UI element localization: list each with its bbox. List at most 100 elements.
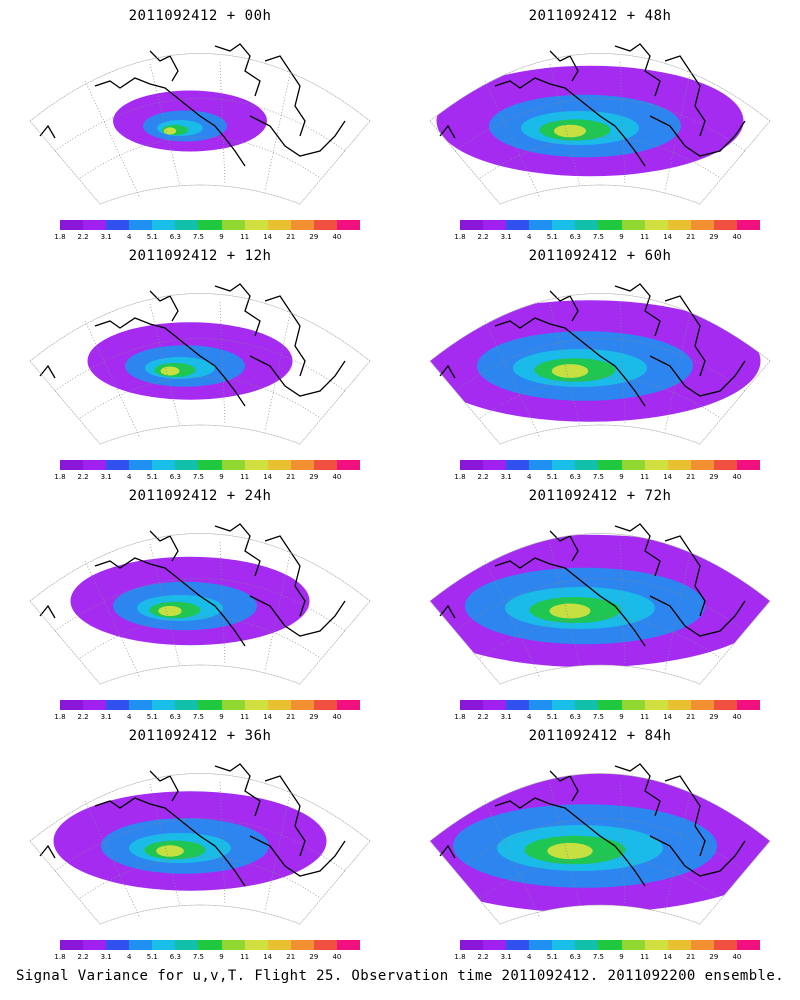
colorbar-swatch: [644, 700, 668, 710]
colorbar-swatch: [336, 220, 361, 230]
variance-field: [547, 842, 593, 860]
variance-field: [549, 603, 591, 619]
colorbar-labels: 1.8 2.2 3.1 4 5.1 6.3 7.5 9 11 14 21 29 40: [454, 713, 760, 723]
colorbar-swatch: [713, 940, 737, 950]
colorbar-swatch: [713, 460, 737, 470]
colorbar-swatch: [267, 220, 291, 230]
colorbar-swatch: [267, 460, 291, 470]
map-panel: 2011092412 + 00h 1.8 2.2 3.1 4 5.1 6.3 7.5 9 11 14…: [0, 0, 400, 241]
colorbar-swatch: [598, 940, 622, 950]
colorbar-swatch: [83, 940, 107, 950]
colorbar-swatch: [713, 700, 737, 710]
colorbar-swatch: [690, 460, 714, 470]
panel-title: 2011092412 + 60h: [528, 248, 672, 264]
coastline: [39, 763, 346, 887]
colorbar-tick-label: 3.1: [500, 233, 512, 241]
colorbar-swatch: [175, 460, 199, 470]
colorbar-tick-label: 21: [286, 713, 296, 721]
panel-title: 2011092412 + 00h: [128, 8, 272, 24]
colorbar-swatch: [152, 940, 176, 950]
colorbar-swatch: [129, 700, 153, 710]
colorbar-tick-label: 9: [619, 713, 624, 721]
colorbar-swatch: [552, 700, 576, 710]
colorbar-tick-label: 14: [663, 713, 673, 721]
colorbar-swatch: [83, 220, 107, 230]
colorbar-tick-label: 9: [219, 713, 224, 721]
colorbar-tick-label: 1.8: [54, 473, 66, 481]
colorbar-tick-label: 7.5: [592, 233, 605, 241]
colorbar-tick-label: 4: [526, 713, 532, 721]
colorbar-swatch: [736, 700, 761, 710]
colorbar-tick-label: 21: [686, 953, 696, 961]
colorbar-tick-label: 21: [286, 953, 296, 961]
map-panel: 2011092412 + 12h 1.8 2.2 3.1 4 5.1 6.3 7.5 9 11 14…: [0, 240, 400, 481]
colorbar-tick-label: 6.3: [169, 473, 181, 481]
colorbar-tick-label: 9: [219, 473, 224, 481]
colorbar-swatch: [598, 220, 622, 230]
colorbar-tick-label: 2.2: [77, 233, 89, 241]
colorbar-tick-label: 29: [309, 953, 319, 961]
colorbar-tick-label: 3.1: [100, 473, 112, 481]
polar-map: [29, 763, 371, 925]
colorbar-swatch: [129, 460, 153, 470]
colorbar-swatch: [690, 700, 714, 710]
colorbar-tick-label: 5.1: [546, 713, 558, 721]
colorbar-swatch: [529, 220, 553, 230]
colorbar-swatch: [60, 220, 84, 230]
colorbar-tick-label: 14: [663, 233, 673, 241]
colorbar-swatch: [221, 460, 245, 470]
coastline: [439, 763, 746, 887]
colorbar-tick-label: 9: [619, 953, 624, 961]
variance-field: [163, 127, 177, 135]
colorbar-tick-label: 40: [332, 713, 342, 721]
colorbar-tick-label: 9: [219, 953, 224, 961]
map-panel: 2011092412 + 36h 1.8 2.2 3.1 4 5.1 6.3 7.5 9 11 14…: [0, 720, 400, 961]
colorbar-tick-label: 7.5: [192, 233, 205, 241]
colorbar-swatch: [529, 940, 553, 950]
panel-title: 2011092412 + 72h: [528, 488, 672, 504]
colorbar-tick-label: 3.1: [100, 233, 112, 241]
colorbar-tick-label: 1.8: [54, 713, 66, 721]
colorbar-swatch: [644, 940, 668, 950]
colorbar-swatch: [552, 460, 576, 470]
map-panel: 2011092412 + 24h 1.8 2.2 3.1 4 5.1 6.3 7.5 9 11 14…: [0, 480, 400, 721]
colorbar-swatch: [336, 460, 361, 470]
colorbar-swatch: [575, 460, 599, 470]
colorbar-tick-label: 11: [240, 713, 250, 721]
colorbar-swatch: [221, 700, 245, 710]
colorbar-swatch: [198, 700, 222, 710]
colorbar: [460, 700, 761, 710]
colorbar: [60, 460, 361, 470]
colorbar-tick-label: 4: [526, 473, 532, 481]
colorbar-tick-label: 40: [732, 233, 742, 241]
colorbar-swatch: [621, 940, 645, 950]
colorbar-tick-label: 7.5: [192, 713, 205, 721]
colorbar-tick-label: 11: [640, 233, 650, 241]
colorbar-tick-label: 6.3: [569, 713, 581, 721]
colorbar-tick-label: 6.3: [169, 953, 181, 961]
colorbar-swatch: [106, 460, 130, 470]
colorbar-tick-label: 9: [219, 233, 224, 241]
panel-title: 2011092412 + 48h: [528, 8, 672, 24]
colorbar-swatch: [713, 220, 737, 230]
panel-title: 2011092412 + 12h: [128, 248, 272, 264]
variance-field: [156, 845, 184, 857]
colorbar-swatch: [483, 460, 507, 470]
colorbar-swatch: [644, 460, 668, 470]
colorbar-tick-label: 29: [709, 473, 719, 481]
variance-field: [158, 605, 182, 617]
colorbar-swatch: [83, 700, 107, 710]
colorbar-tick-label: 40: [732, 713, 742, 721]
colorbar-tick-label: 4: [526, 953, 532, 961]
colorbar-swatch: [621, 700, 645, 710]
colorbar-tick-label: 4: [126, 953, 132, 961]
colorbar-tick-label: 3.1: [500, 953, 512, 961]
colorbar-swatch: [552, 220, 576, 230]
colorbar-swatch: [198, 460, 222, 470]
colorbar-swatch: [152, 700, 176, 710]
colorbar-swatch: [644, 220, 668, 230]
coastline: [39, 43, 346, 167]
polar-map: [429, 283, 771, 445]
colorbar-tick-label: 1.8: [454, 953, 466, 961]
colorbar-swatch: [575, 700, 599, 710]
